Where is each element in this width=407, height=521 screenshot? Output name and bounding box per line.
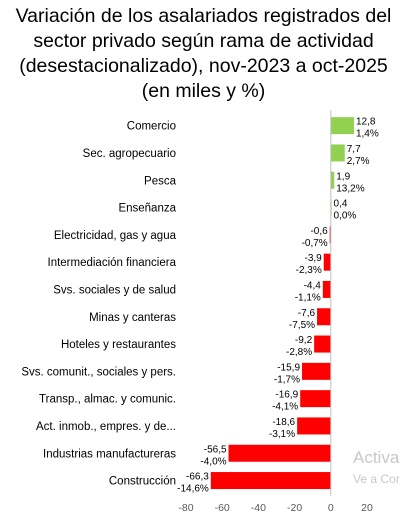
value-label: -16,9 [275,390,298,401]
category-label: Comercio [127,121,176,133]
pct-label: -2,3% [296,265,322,276]
bar [228,444,331,462]
bar [323,253,331,271]
value-label: -7,6 [298,308,316,319]
title-line-2: sector privado según rama de actividad [33,30,374,52]
title-line-3: (desestacionalizado), nov-2023 a oct-202… [19,55,388,77]
pct-label: 13,2% [336,183,364,194]
pct-label: 0,0% [334,211,357,222]
category-label: Hoteles y restaurantes [61,339,176,351]
title-line-1: Variación de los asalariados registrados… [15,5,392,27]
pct-label: -3,1% [269,429,295,440]
bar [330,144,345,162]
bar [330,171,335,189]
pct-label: -1,1% [295,292,321,303]
value-label: -9,2 [295,335,313,346]
category-label: Pesca [144,175,177,187]
x-tick-label: -80 [178,502,193,514]
value-label: 1,9 [336,171,350,182]
watermark-activate: Activa [353,448,400,467]
value-label: -66,3 [186,472,209,483]
pct-label: -1,7% [274,374,300,385]
value-label: -3,9 [305,253,323,264]
category-label: Minas y canteras [89,312,176,324]
pct-label: -4,1% [272,402,298,413]
bar [297,417,331,435]
category-label: Svs. comunit., sociales y pers. [21,366,176,378]
pct-label: -0,7% [302,238,328,249]
value-label: -4,4 [304,280,322,291]
bar [210,472,331,490]
title-line-4: (en miles y %) [141,80,266,102]
value-label: 0,4 [334,199,348,210]
pct-label: 1,4% [356,129,379,140]
x-tick-label: -40 [251,502,266,514]
category-label: Industrias manufactureras [43,448,176,460]
bar [314,335,331,353]
value-label: -0,6 [310,226,328,237]
bar [302,362,331,380]
category-label: Sec. agropecuario [83,148,176,160]
bar [329,226,331,244]
value-label: 12,8 [356,117,376,128]
category-label: Svs. sociales y de salud [53,284,176,296]
category-label: Electricidad, gas y agua [54,230,177,242]
bar [300,390,331,408]
category-label: Act. inmob., empres. y de... [36,421,176,433]
x-tick-label: -20 [287,502,302,514]
value-label: -56,5 [204,444,227,455]
pct-label: -14,6% [177,484,209,495]
pct-label: -4,0% [200,456,226,467]
x-tick-label: 0 [328,502,334,514]
value-label: -15,9 [277,362,300,373]
chart-title: Variación de los asalariados registrados… [0,4,407,104]
pct-label: -7,5% [289,320,315,331]
bar [330,117,354,135]
value-label: -18,6 [272,417,295,428]
pct-label: -2,8% [286,347,312,358]
category-label: Construcción [109,476,176,488]
bar [322,280,331,298]
watermark-goto: Ve a Cor [353,472,400,486]
category-label: Transp., almac. y comunic. [39,394,176,406]
value-label: 7,7 [347,144,361,155]
category-label: Intermediación financiera [48,257,177,269]
bar [317,308,331,326]
pct-label: 2,7% [347,156,370,167]
x-tick-label: 20 [361,502,373,514]
category-label: Enseñanza [118,203,176,215]
x-tick-label: -60 [215,502,230,514]
